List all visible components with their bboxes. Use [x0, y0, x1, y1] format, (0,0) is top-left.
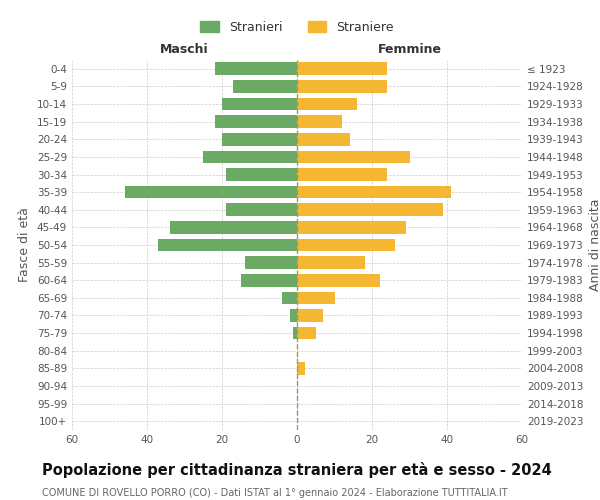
Bar: [297, 98, 357, 110]
Bar: [215, 116, 297, 128]
Bar: [297, 150, 409, 163]
Bar: [293, 327, 297, 340]
Bar: [233, 80, 297, 93]
Bar: [203, 150, 297, 163]
Bar: [241, 274, 297, 286]
Bar: [215, 62, 297, 75]
Bar: [222, 133, 297, 145]
Bar: [297, 327, 316, 340]
Bar: [282, 292, 297, 304]
Text: Popolazione per cittadinanza straniera per età e sesso - 2024: Popolazione per cittadinanza straniera p…: [42, 462, 552, 478]
Bar: [290, 309, 297, 322]
Bar: [297, 116, 342, 128]
Bar: [297, 238, 395, 252]
Bar: [170, 221, 297, 234]
Bar: [222, 98, 297, 110]
Y-axis label: Fasce di età: Fasce di età: [19, 208, 31, 282]
Bar: [297, 168, 387, 181]
Bar: [297, 62, 387, 75]
Bar: [297, 186, 451, 198]
Bar: [297, 274, 380, 286]
Bar: [297, 309, 323, 322]
Legend: Stranieri, Straniere: Stranieri, Straniere: [195, 16, 399, 38]
Bar: [125, 186, 297, 198]
Text: Maschi: Maschi: [160, 44, 209, 57]
Text: Femmine: Femmine: [377, 44, 442, 57]
Y-axis label: Anni di nascita: Anni di nascita: [589, 198, 600, 291]
Bar: [297, 256, 365, 269]
Bar: [226, 204, 297, 216]
Bar: [245, 256, 297, 269]
Bar: [297, 133, 349, 145]
Bar: [158, 238, 297, 252]
Bar: [297, 80, 387, 93]
Bar: [297, 221, 406, 234]
Bar: [297, 292, 335, 304]
Bar: [297, 362, 305, 374]
Text: COMUNE DI ROVELLO PORRO (CO) - Dati ISTAT al 1° gennaio 2024 - Elaborazione TUTT: COMUNE DI ROVELLO PORRO (CO) - Dati ISTA…: [42, 488, 508, 498]
Bar: [226, 168, 297, 181]
Bar: [297, 204, 443, 216]
